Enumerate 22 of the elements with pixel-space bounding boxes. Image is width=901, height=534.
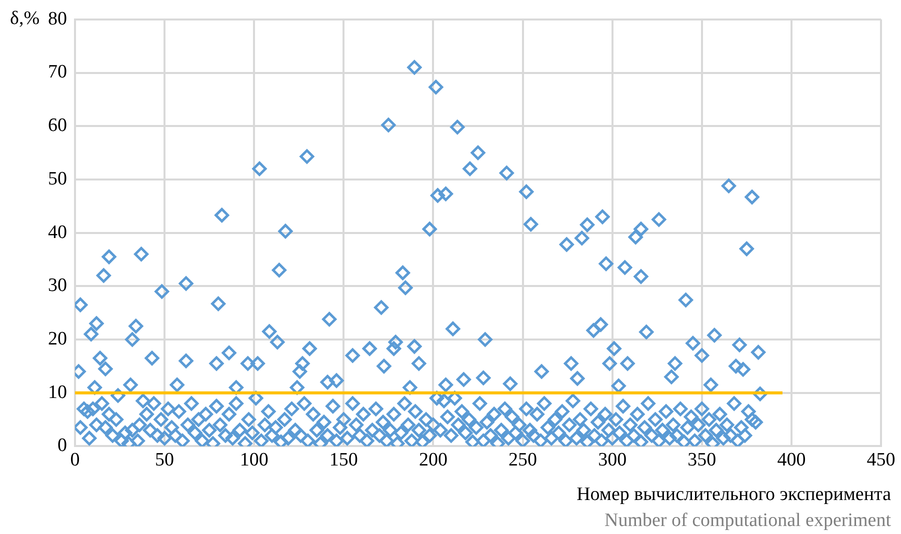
x-tick-label: 0 — [70, 450, 80, 471]
x-tick-label: 300 — [598, 450, 627, 471]
x-tick-label: 200 — [418, 450, 448, 471]
x-tick-label: 400 — [777, 450, 806, 471]
y-tick-label: 60 — [48, 115, 67, 136]
x-tick-label: 50 — [155, 450, 174, 471]
y-tick-label: 20 — [48, 328, 67, 350]
y-tick-label: 80 — [48, 8, 67, 30]
y-tick-label: 10 — [48, 382, 67, 403]
text: Number of computational experiment — [604, 510, 891, 532]
y-tick-label: 50 — [48, 168, 67, 190]
x-tick-label: 100 — [240, 450, 268, 471]
y-tick-label: 70 — [48, 62, 67, 83]
x-tick-label: 150 — [329, 450, 358, 471]
x-tick-label: 450 — [866, 450, 896, 471]
x-tick-label: 350 — [688, 450, 716, 471]
x-tick-label: 250 — [508, 450, 538, 471]
y-axis-title: δ,% — [10, 8, 40, 30]
y-tick-label: 30 — [48, 275, 67, 296]
x-axis-title: Номер вычислительного эксперимента — [576, 484, 891, 506]
y-tick-label: 0 — [58, 435, 67, 456]
y-tick-label: 40 — [48, 222, 67, 243]
